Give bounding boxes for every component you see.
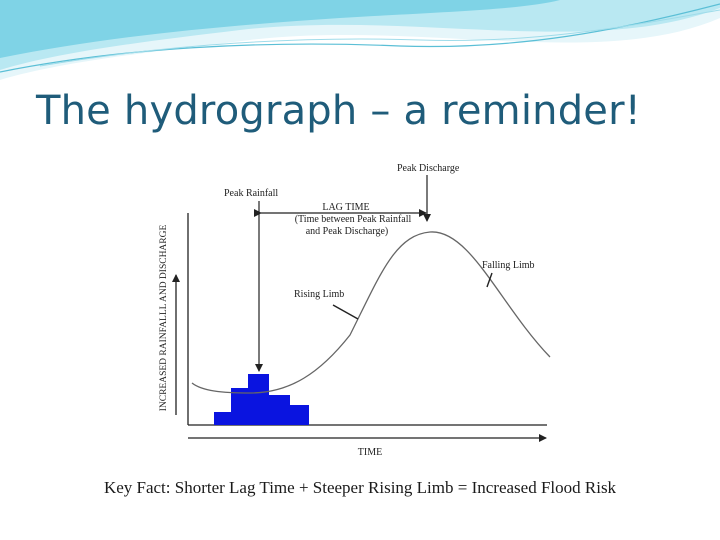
hydrograph-figure: INCREASED RAINFALLL AND DISCHARGE TIME P… [140, 155, 558, 463]
lag-time-detail-line1: (Time between Peak Rainfall [295, 214, 412, 225]
rainfall-bar-5 [289, 405, 309, 425]
rainfall-bar-3 [248, 374, 269, 425]
rainfall-bar-1 [214, 412, 232, 425]
y-axis-label: INCREASED RAINFALLL AND DISCHARGE [159, 225, 169, 412]
lag-time-label: LAG TIME [322, 202, 369, 213]
rainfall-bar-4 [268, 395, 290, 425]
falling-limb-label: Falling Limb [482, 260, 535, 271]
lag-time-detail-line2: and Peak Discharge) [306, 226, 389, 237]
slide-title: The hydrograph – a reminder! [36, 88, 641, 134]
peak-rainfall-label: Peak Rainfall [224, 188, 278, 199]
falling-limb-pointer [486, 272, 493, 288]
discharge-curve [191, 231, 551, 394]
wave-banner [0, 0, 720, 80]
rising-limb-label: Rising Limb [294, 289, 344, 300]
rainfall-bars [214, 374, 309, 425]
rising-limb-pointer [332, 304, 359, 320]
hydrograph-svg: INCREASED RAINFALLL AND DISCHARGE TIME P… [159, 163, 551, 458]
key-fact-text: Key Fact: Shorter Lag Time + Steeper Ris… [103, 478, 617, 497]
banner-wave-dark [0, 0, 560, 58]
banner-swoosh-line-2 [39, 9, 720, 67]
rainfall-bar-2 [231, 388, 249, 425]
peak-discharge-label: Peak Discharge [397, 163, 460, 174]
x-axis-label: TIME [358, 447, 382, 458]
